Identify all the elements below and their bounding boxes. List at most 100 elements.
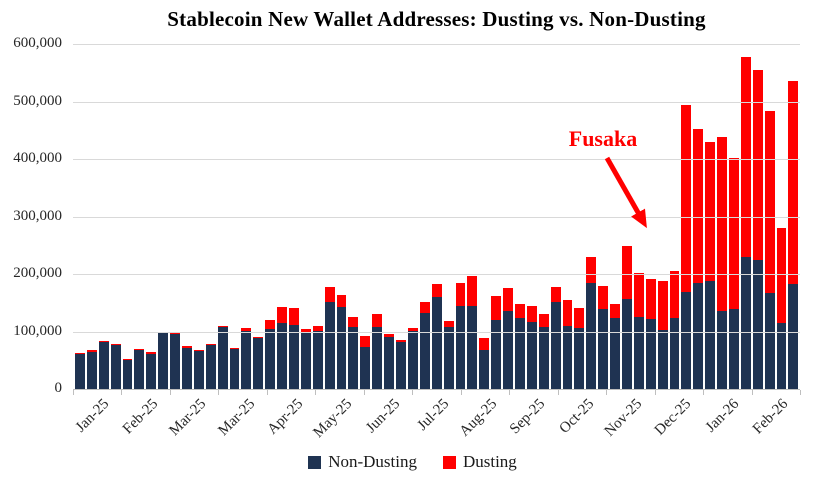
non-dusting-segment: [752, 260, 763, 389]
bar-week-42: [562, 44, 573, 389]
non-dusting-segment: [193, 351, 204, 389]
y-axis-label: 0: [54, 380, 63, 396]
dusting-segment: [503, 288, 513, 311]
non-dusting-segment: [360, 347, 371, 389]
non-dusting-segment: [669, 318, 680, 389]
bar-week-28: [396, 44, 406, 389]
non-dusting-segment: [645, 319, 656, 389]
legend-swatch-dusting: [442, 455, 456, 469]
dusting-segment: [574, 307, 585, 329]
bar-week-24: [348, 44, 359, 389]
dusting-segment: [289, 307, 299, 326]
x-axis-tick: [315, 390, 317, 395]
bar-week-46: [610, 44, 620, 389]
bar-week-52: [681, 44, 692, 389]
dusting-segment: [407, 327, 418, 331]
bar-week-10: [182, 44, 192, 389]
dusting-segment: [562, 299, 573, 326]
dusting-segment: [740, 56, 751, 257]
dusting-segment: [360, 335, 371, 348]
bar-week-58: [752, 44, 763, 389]
bar-week-8: [158, 44, 169, 389]
bar-week-50: [657, 44, 668, 389]
bar-week-29: [407, 44, 418, 389]
dusting-segment: [467, 276, 478, 306]
non-dusting-segment: [229, 348, 240, 389]
bar-week-36: [491, 44, 502, 389]
non-dusting-segment: [134, 349, 145, 389]
x-axis-tick: [412, 390, 414, 395]
y-axis-label: 600,000: [13, 35, 62, 51]
dusting-segment: [669, 270, 680, 319]
non-dusting-segment: [657, 329, 668, 389]
y-axis-label: 400,000: [13, 150, 62, 166]
bar-week-47: [621, 44, 632, 389]
legend-item-non-dusting: Non-Dusting: [308, 452, 417, 472]
dusting-segment: [348, 316, 359, 328]
x-axis-tick: [703, 390, 705, 395]
bar-week-2: [86, 44, 97, 389]
x-axis-label: Apr-25: [264, 396, 307, 438]
x-axis-tick: [800, 390, 801, 395]
x-axis-label: Feb-26: [749, 396, 792, 438]
non-dusting-segment: [312, 330, 323, 389]
non-dusting-segment: [110, 345, 121, 389]
dusting-segment: [788, 81, 799, 285]
non-dusting-segment: [324, 302, 335, 389]
bar-week-59: [764, 44, 775, 389]
bar-week-32: [443, 44, 454, 389]
non-dusting-segment: [241, 330, 252, 389]
non-dusting-segment: [681, 292, 692, 389]
dusting-segment: [324, 287, 335, 303]
x-axis-tick: [557, 390, 559, 395]
x-axis-label: Jun-25: [363, 396, 404, 437]
bar-week-20: [300, 44, 311, 389]
x-axis-tick: [460, 390, 462, 395]
non-dusting-segment: [610, 317, 620, 389]
bar-week-25: [360, 44, 371, 389]
dusting-segment: [241, 328, 252, 331]
bar-week-4: [110, 44, 121, 389]
non-dusting-segment: [253, 338, 264, 389]
legend-label-non-dusting: Non-Dusting: [328, 452, 417, 471]
dusting-segment: [633, 273, 644, 318]
non-dusting-segment: [146, 353, 157, 389]
gridline: [73, 101, 800, 103]
bar-week-49: [645, 44, 656, 389]
dusting-segment: [384, 333, 395, 338]
non-dusting-segment: [467, 305, 478, 389]
bar-week-27: [384, 44, 395, 389]
bar-week-51: [669, 44, 680, 389]
x-axis-tick: [218, 390, 220, 395]
x-axis-label: Dec-25: [651, 396, 695, 439]
non-dusting-segment: [586, 283, 597, 389]
dusting-segment: [479, 338, 490, 350]
legend-item-dusting: Dusting: [442, 452, 517, 472]
dusting-segment: [396, 340, 406, 343]
fusaka-label: Fusaka: [568, 126, 638, 151]
bar-week-17: [265, 44, 276, 389]
dusting-segment: [586, 256, 597, 284]
dusting-segment: [300, 328, 311, 332]
non-dusting-segment: [407, 330, 418, 389]
dusting-segment: [455, 282, 466, 306]
non-dusting-segment: [538, 326, 549, 389]
non-dusting-segment: [98, 342, 109, 389]
legend-label-dusting: Dusting: [462, 452, 517, 471]
bar-week-9: [170, 44, 181, 389]
non-dusting-segment: [122, 359, 133, 389]
non-dusting-segment: [348, 327, 359, 389]
dusting-segment: [277, 306, 288, 323]
dusting-segment: [134, 348, 145, 350]
dusting-segment: [193, 349, 204, 352]
non-dusting-segment: [217, 327, 228, 389]
non-dusting-segment: [740, 256, 751, 389]
dusting-segment: [717, 137, 727, 311]
non-dusting-segment: [550, 302, 561, 389]
bar-week-5: [122, 44, 133, 389]
bar-week-61: [788, 44, 799, 389]
non-dusting-segment: [289, 325, 299, 389]
dusting-segment: [657, 281, 668, 330]
bar-week-60: [776, 44, 787, 389]
x-axis-line: [73, 389, 800, 390]
